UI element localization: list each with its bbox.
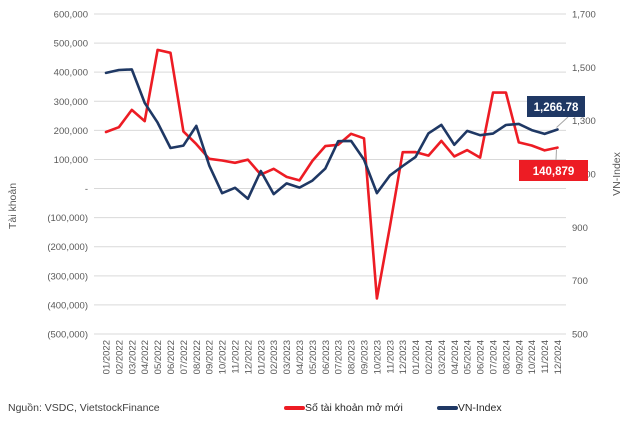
svg-text:05/2022: 05/2022: [153, 340, 164, 374]
svg-text:03/2024: 03/2024: [437, 340, 448, 374]
legend-label-accounts: Số tài khoản mở mới: [305, 402, 403, 414]
svg-text:01/2023: 01/2023: [256, 340, 267, 374]
legend-item-vnindex: VN-Index: [436, 402, 502, 414]
svg-text:01/2022: 01/2022: [102, 340, 113, 374]
svg-text:08/2022: 08/2022: [192, 340, 203, 374]
svg-text:06/2022: 06/2022: [166, 340, 177, 374]
series-line-vnindex: [104, 68, 559, 201]
right-axis-title: VN-Index: [611, 151, 623, 196]
svg-text:08/2024: 08/2024: [501, 340, 512, 374]
svg-text:12/2022: 12/2022: [243, 340, 254, 374]
svg-text:10/2024: 10/2024: [527, 340, 538, 374]
svg-text:1,300: 1,300: [572, 116, 596, 127]
svg-text:1,700: 1,700: [572, 10, 596, 21]
gridlines: [94, 13, 566, 335]
svg-text:09/2023: 09/2023: [360, 340, 371, 374]
svg-text:100,000: 100,000: [54, 155, 88, 166]
svg-text:400,000: 400,000: [54, 68, 88, 79]
callout-vnindex: 1,266.78: [527, 96, 585, 128]
legend: Số tài khoản mở mới VN-Index: [284, 402, 502, 414]
svg-text:07/2024: 07/2024: [489, 340, 500, 374]
svg-text:200,000: 200,000: [54, 126, 88, 137]
svg-text:300,000: 300,000: [54, 97, 88, 108]
svg-text:10/2022: 10/2022: [218, 340, 229, 374]
svg-text:(200,000): (200,000): [47, 242, 88, 253]
legend-line-sample-accounts: [284, 406, 305, 410]
svg-text:11/2023: 11/2023: [385, 340, 396, 374]
svg-text:11/2024: 11/2024: [540, 340, 551, 374]
svg-text:02/2024: 02/2024: [424, 340, 435, 374]
svg-text:140,879: 140,879: [533, 166, 575, 178]
svg-text:02/2023: 02/2023: [269, 340, 280, 374]
source-text: Nguồn: VSDC, VietstockFinance: [8, 402, 160, 414]
svg-text:11/2022: 11/2022: [231, 340, 242, 374]
legend-label-vnindex: VN-Index: [457, 402, 502, 414]
svg-text:04/2023: 04/2023: [295, 340, 306, 374]
left-axis-tick-labels: 600,000 500,000 400,000 300,000 200,000 100,0…: [47, 10, 88, 341]
svg-text:04/2022: 04/2022: [140, 340, 151, 374]
svg-text:500,000: 500,000: [54, 39, 88, 50]
svg-text:03/2023: 03/2023: [282, 340, 293, 374]
svg-text:700: 700: [572, 276, 588, 287]
svg-text:(400,000): (400,000): [47, 300, 88, 311]
svg-text:12/2024: 12/2024: [553, 340, 564, 374]
svg-text:10/2023: 10/2023: [372, 340, 383, 374]
svg-text:-: -: [85, 184, 88, 195]
svg-text:02/2022: 02/2022: [114, 340, 125, 374]
svg-text:06/2024: 06/2024: [476, 340, 487, 374]
svg-text:09/2024: 09/2024: [514, 340, 525, 374]
callout-accounts: 140,879: [519, 149, 588, 181]
svg-text:(100,000): (100,000): [47, 213, 88, 224]
svg-text:600,000: 600,000: [54, 10, 88, 21]
series-line-accounts: [104, 48, 559, 300]
legend-item-accounts: Số tài khoản mở mới: [284, 402, 403, 414]
svg-text:05/2024: 05/2024: [463, 340, 474, 374]
svg-text:900: 900: [572, 223, 588, 234]
left-axis-title: Tài khoản: [7, 183, 19, 229]
svg-text:03/2022: 03/2022: [127, 340, 138, 374]
svg-text:(500,000): (500,000): [47, 330, 88, 341]
chart-footer: Nguồn: VSDC, VietstockFinance Số tài kho…: [0, 398, 638, 422]
svg-text:09/2022: 09/2022: [205, 340, 216, 374]
svg-text:07/2022: 07/2022: [179, 340, 190, 374]
svg-text:01/2024: 01/2024: [411, 340, 422, 374]
svg-text:1,266.78: 1,266.78: [534, 102, 579, 114]
svg-text:05/2023: 05/2023: [308, 340, 319, 374]
svg-text:06/2023: 06/2023: [321, 340, 332, 374]
legend-line-sample-vnindex: [436, 406, 458, 410]
svg-text:500: 500: [572, 330, 588, 341]
svg-text:04/2024: 04/2024: [450, 340, 461, 374]
x-axis-tick-labels: 01/2022 02/2022 03/2022 04/2022 05/2022 06/20…: [102, 340, 565, 374]
svg-text:08/2023: 08/2023: [347, 340, 358, 374]
svg-text:1,500: 1,500: [572, 63, 596, 74]
svg-text:(300,000): (300,000): [47, 271, 88, 282]
svg-text:12/2023: 12/2023: [398, 340, 409, 374]
svg-text:07/2023: 07/2023: [334, 340, 345, 374]
